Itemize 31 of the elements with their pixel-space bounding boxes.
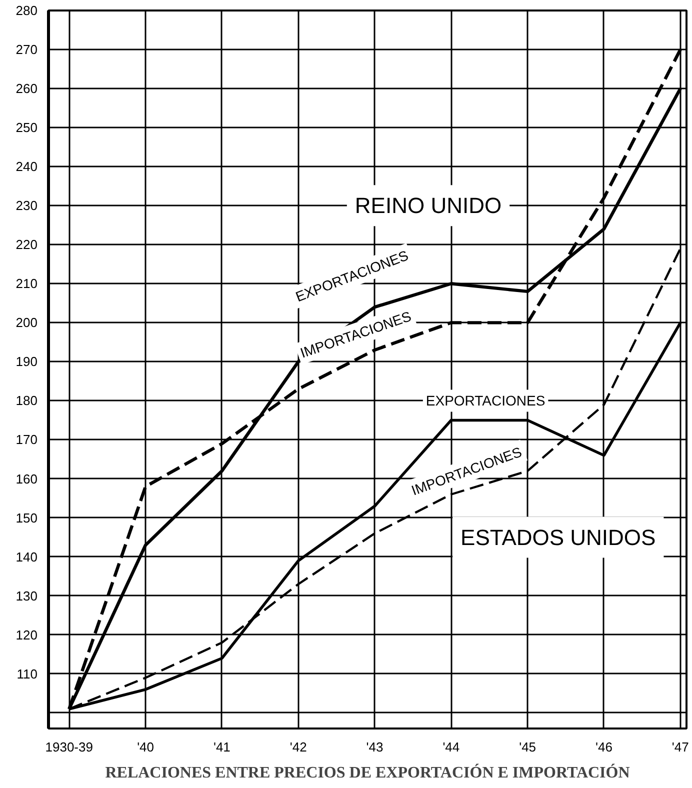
y-tick-label: 240: [16, 159, 38, 174]
x-tick-label: 1930-39: [45, 740, 93, 754]
x-tick-label: '45: [519, 740, 536, 754]
y-tick-label: 140: [16, 549, 38, 564]
y-tick-label: 150: [16, 510, 38, 526]
text: RELACIONES ENTRE PRECIOS DE EXPORTACIÓN E IMPORTACIÓN: [105, 764, 630, 782]
x-tick-label: '40: [137, 740, 154, 754]
y-tick-label: 270: [16, 42, 38, 58]
y-tick-label: 180: [16, 393, 38, 408]
y-tick-label: 220: [16, 237, 38, 252]
y-tick-label: 280: [16, 3, 38, 18]
y-tick-label: 110: [16, 666, 38, 682]
y-tick-label: 200: [16, 315, 38, 330]
y-tick-label: 190: [16, 354, 38, 370]
x-tick-label: '44: [442, 740, 460, 754]
x-tick-label: '41: [213, 740, 230, 754]
y-tick-label: 230: [16, 198, 38, 214]
x-tick-label: '46: [596, 740, 612, 754]
x-tick-label: '47: [672, 740, 689, 754]
y-tick-label: 210: [16, 276, 38, 292]
annotation: EXPORTACIONES: [426, 392, 546, 409]
annotation: REINO UNIDO: [354, 193, 502, 218]
y-tick-label: 250: [16, 120, 38, 136]
x-tick-label: '43: [366, 740, 384, 754]
y-tick-label: 130: [16, 588, 38, 604]
y-tick-label: 170: [16, 432, 38, 448]
annotation: ESTADOS UNIDOS: [460, 524, 656, 550]
y-tick-label: 120: [16, 627, 38, 642]
y-tick-label: 260: [16, 81, 38, 96]
x-tick-label: '42: [290, 740, 307, 754]
y-tick-label: 160: [16, 471, 38, 486]
